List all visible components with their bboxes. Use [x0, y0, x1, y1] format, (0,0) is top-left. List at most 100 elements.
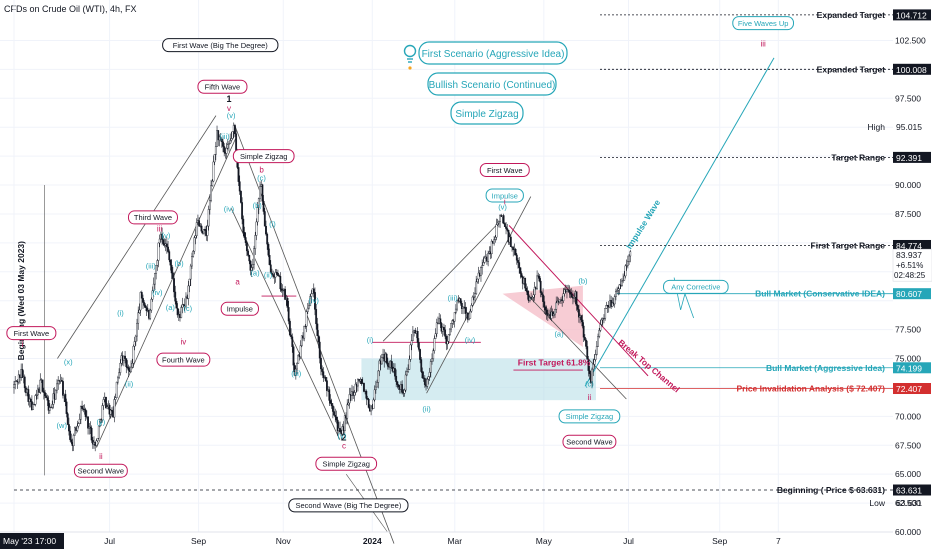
candle-body	[599, 324, 602, 331]
candle	[158, 234, 161, 248]
candle	[208, 194, 211, 215]
candle	[229, 133, 232, 145]
candle	[27, 385, 30, 406]
candle-body	[279, 276, 282, 290]
candle-body	[157, 242, 160, 261]
candle	[623, 271, 626, 281]
candle-body	[143, 302, 146, 306]
candle	[482, 256, 485, 267]
candle	[66, 412, 69, 426]
candle	[257, 197, 260, 215]
candle	[267, 242, 270, 258]
candle-body	[175, 300, 178, 309]
candle-body	[259, 186, 261, 199]
level-tag-text: 84.774	[896, 241, 922, 251]
candle	[628, 254, 630, 266]
wave-box-text: Fifth Wave	[205, 83, 241, 92]
candle	[297, 353, 300, 364]
candle	[456, 298, 458, 312]
candle	[477, 266, 480, 284]
high-tag-bg	[893, 121, 931, 133]
candle	[225, 142, 228, 159]
candle-body	[165, 243, 168, 248]
level-4: Bull Market (Conservative IDEA) 80.607	[615, 288, 931, 300]
candle	[423, 375, 426, 388]
candle	[544, 305, 547, 316]
candle-body	[329, 400, 332, 404]
candle	[618, 284, 621, 295]
candle	[539, 278, 542, 298]
candle-body	[64, 393, 67, 403]
candle	[46, 394, 49, 407]
candle-body	[407, 369, 410, 372]
wave-mark: (b)	[174, 259, 184, 268]
candle	[115, 381, 118, 399]
candle-body	[219, 136, 222, 140]
candle-body	[552, 313, 555, 316]
candle	[150, 297, 153, 313]
candle	[210, 179, 212, 203]
candle-body	[220, 138, 223, 143]
candle-body	[124, 355, 126, 359]
wave-mark: (ii)	[125, 379, 134, 388]
candle	[380, 353, 383, 365]
candle	[274, 269, 277, 283]
candle	[460, 300, 463, 314]
candle	[447, 334, 450, 344]
price-axis[interactable]: 60.000 62.500 65.000 67.500 70.000 75.000 77.5…	[868, 0, 932, 550]
level-tag	[893, 288, 931, 300]
candle	[583, 334, 586, 342]
candle-body	[594, 354, 597, 360]
candle-body	[378, 360, 381, 372]
scenario-box-2: Simple Zigzag	[450, 101, 524, 125]
candle	[515, 253, 518, 265]
horizontal-levels[interactable]: Expanded Target 104.712 Expanded Target 100…	[14, 9, 931, 496]
candle-body	[423, 378, 426, 385]
candle-body	[134, 335, 137, 342]
candle	[514, 247, 517, 256]
candle-body	[419, 349, 421, 360]
candle-body	[567, 289, 570, 291]
candle	[611, 297, 614, 308]
candle-body	[434, 333, 437, 339]
candle-body	[496, 222, 499, 225]
candle-body	[468, 318, 470, 320]
candle-body	[54, 389, 57, 400]
candle-body	[155, 265, 158, 274]
candle	[261, 183, 264, 205]
high-label: High	[868, 122, 886, 132]
candle-body	[318, 341, 321, 359]
candle-body	[138, 309, 141, 314]
lightbulb-glass	[403, 44, 417, 58]
candle-body	[238, 181, 241, 192]
candle	[395, 369, 398, 388]
candle	[360, 378, 363, 386]
candle	[403, 388, 406, 397]
level-label: Expanded Target	[817, 10, 885, 20]
candle	[296, 362, 298, 375]
candle	[200, 223, 203, 234]
candle-body	[532, 294, 535, 298]
candle-body	[191, 256, 193, 267]
candle	[250, 264, 253, 277]
wave-box-bg	[197, 79, 248, 94]
candle-body	[105, 396, 107, 409]
candle	[353, 390, 356, 402]
candle	[265, 220, 267, 236]
candle	[143, 300, 146, 308]
candle-body	[78, 419, 81, 424]
low-value: 63.631	[896, 498, 922, 508]
candle	[474, 287, 476, 303]
candle	[253, 245, 255, 270]
wave-box-text: Simple Zigzag	[566, 412, 614, 421]
candle	[507, 229, 510, 245]
candle	[192, 250, 195, 258]
price-tick-label: 67.500	[895, 440, 921, 450]
candle	[249, 259, 252, 276]
candle	[105, 396, 107, 409]
wave-mark: (x)	[64, 357, 73, 366]
time-axis[interactable]: May '23 17:00 Jul Sep Nov 2024 Mar May Jul Sep 7	[0, 531, 893, 549]
candle	[149, 308, 152, 321]
candle-body	[470, 305, 473, 312]
